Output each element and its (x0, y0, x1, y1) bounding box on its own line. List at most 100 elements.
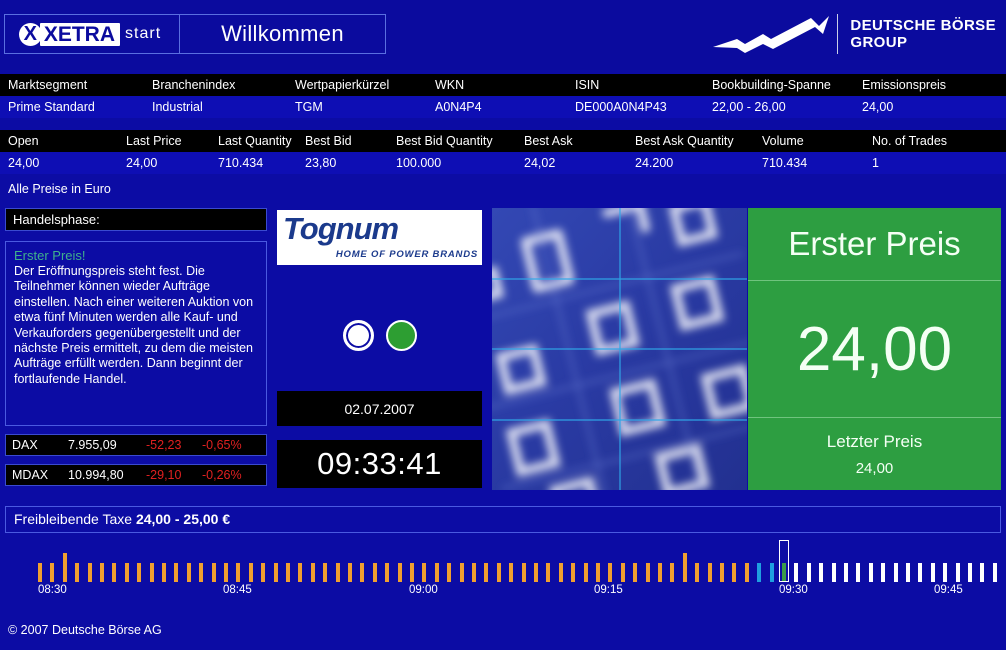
timeline-bar (881, 563, 886, 582)
status-light-inactive (342, 320, 374, 351)
instrument-table-column-header: Marktsegment (8, 78, 88, 92)
timeline-bar (199, 563, 204, 582)
quote-table-cell: 24,00 (8, 156, 40, 170)
timeline-tick-label: 09:30 (779, 584, 808, 596)
timeline-bar (286, 563, 290, 582)
timeline-bar (472, 563, 476, 582)
timeline-bar (856, 563, 861, 582)
timeline-bar (236, 563, 241, 582)
timeline-bar (806, 563, 811, 582)
timeline-bar (50, 563, 55, 582)
quote-range-value: 24,00 - 25,00 € (135, 511, 231, 527)
quote-table-cell: 710.434 (218, 156, 264, 170)
timeline-bar (794, 563, 799, 582)
timeline-bar (75, 563, 80, 582)
quote-table-cell: 100.000 (396, 156, 442, 170)
last-price-label: Letzter Preis (826, 431, 923, 451)
xetra-x-icon: X (18, 22, 42, 46)
quote-table: Open Last Price Last Quantity Best Bid Best … (0, 130, 1006, 174)
timeline-bar (769, 563, 774, 582)
timeline-bar (509, 563, 514, 582)
index-name: DAX (12, 438, 38, 452)
timeline-bar (608, 563, 613, 582)
trading-floor-photo (492, 208, 747, 490)
last-price-value: 24,00 (855, 459, 894, 477)
timeline-bar (558, 563, 563, 582)
timeline-bar (534, 563, 538, 582)
timeline-bar (521, 563, 526, 582)
timeline-bar (397, 563, 402, 582)
timeline-bar (323, 563, 328, 582)
index-percent: -0,65% (202, 438, 242, 452)
quote-table-column-header: Last Quantity (218, 134, 292, 148)
quote-table-column-header: Last Price (126, 134, 182, 148)
timeline-bar (645, 563, 650, 582)
session-timeline-chart[interactable]: 08:30 08:45 09:00 09:15 09:30 09:45 (0, 540, 1006, 602)
quote-table-cell: 710.434 (762, 156, 808, 170)
zigzag-arrow-icon (713, 16, 830, 53)
timeline-bar (87, 563, 92, 582)
timeline-bar (447, 563, 452, 582)
timeline-bar (930, 563, 935, 582)
corp-line-2: GROUP (850, 34, 908, 51)
timeline-bar (273, 563, 278, 582)
timeline-bar (261, 563, 266, 582)
timeline-bar (422, 563, 427, 582)
brand-box: X XETRA start Willkommen (4, 14, 386, 54)
quote-table-cell: 1 (872, 156, 879, 170)
timeline-bar (410, 563, 414, 582)
trading-phase-panel: Erster Preis! Der Eröffnungspreis steht … (5, 241, 267, 426)
timeline-bar (744, 563, 749, 582)
timeline-tick-label: 08:30 (38, 584, 67, 596)
instrument-table-column-header: ISIN (575, 78, 600, 92)
quote-table-column-header: Best Bid Quantity (396, 134, 493, 148)
quote-table-column-header: Best Ask Quantity (635, 134, 734, 148)
last-price-block: Letzter Preis 24,00 (748, 417, 1001, 490)
timeline-bar (918, 563, 923, 582)
status-light-active (385, 320, 417, 351)
quote-table-column-header: Volume (762, 134, 804, 148)
instrument-table-header-row: Marktsegment Branchenindex Wertpapierkürze… (0, 74, 1006, 96)
deutsche-boerse-logo: DEUTSCHE BÖRSE GROUP (711, 12, 996, 56)
quote-table-value-row: 24,00 24,00 710.434 23,80 100.000 24,02 24.200… (0, 152, 1006, 174)
quote-table-column-header: Open (8, 134, 39, 148)
issuer-name: Tognum (283, 211, 399, 246)
instrument-table-cell: Industrial (152, 100, 203, 114)
first-price-panel: Erster Preis 24,00 Letzter Preis 24,00 (748, 208, 1001, 490)
timeline-bar (992, 563, 997, 582)
timeline-bar (980, 563, 985, 582)
timeline-bar (596, 563, 600, 582)
xetra-wordmark: XETRA (39, 22, 121, 46)
timeline-bar (348, 563, 352, 582)
index-value: 10.994,80 (68, 468, 124, 482)
timeline-tick-label: 09:45 (934, 584, 963, 596)
timeline-bar (174, 563, 179, 582)
timeline-bar (162, 563, 166, 582)
index-name: MDAX (12, 468, 49, 482)
instrument-table: Marktsegment Branchenindex Wertpapierkürze… (0, 74, 1006, 118)
timeline-bar (62, 552, 67, 582)
quote-range-bar: Freibleibende Taxe 24,00 - 25,00 € (5, 506, 1001, 533)
quote-table-cell: 24,02 (524, 156, 556, 170)
instrument-table-cell: Prime Standard (8, 100, 95, 114)
deutsche-boerse-wordmark: DEUTSCHE BÖRSE GROUP (850, 17, 996, 52)
logo-divider (837, 14, 839, 54)
timeline-bar (670, 563, 675, 582)
timeline-bar (732, 563, 737, 582)
status-lights (277, 320, 482, 351)
timeline-bar (248, 563, 253, 582)
timeline-bar (137, 563, 142, 582)
timeline-bar (868, 563, 873, 582)
timeline-bar (310, 563, 315, 582)
app-header: X XETRA start Willkommen DEUTSCHE BÖRSE … (0, 0, 1006, 70)
timeline-tick-label: 09:00 (409, 584, 438, 596)
timeline-tick-label: 09:15 (594, 584, 623, 596)
instrument-table-column-header: WKN (435, 78, 465, 92)
timeline-current-marker[interactable] (779, 540, 789, 582)
timeline-bar (496, 563, 501, 582)
timeline-bar (583, 563, 588, 582)
timeline-bar (298, 563, 303, 582)
timeline-bar (906, 563, 910, 582)
date-display: 02.07.2007 (277, 391, 482, 426)
